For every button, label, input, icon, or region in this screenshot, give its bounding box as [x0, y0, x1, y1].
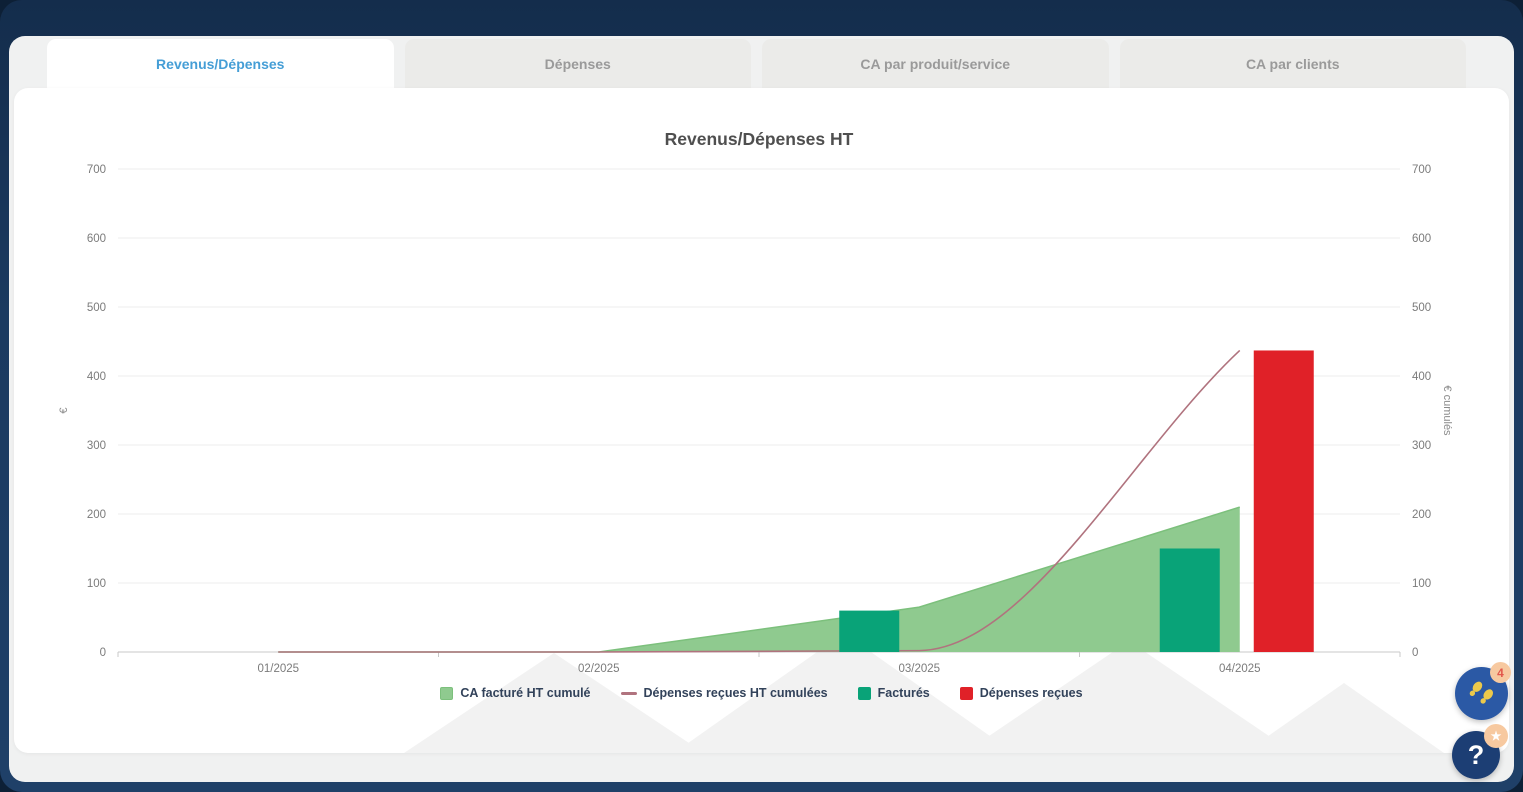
y-axis-right-tick: 0 — [1412, 647, 1418, 659]
bar-04/2025 — [1253, 350, 1314, 652]
tab-revenus-d-penses[interactable]: Revenus/Dépenses — [47, 39, 394, 89]
y-axis-right-tick: 400 — [1412, 371, 1431, 383]
chart-panel: Revenus/Dépenses HT 0 0 100 100 200 200 300 300… — [14, 88, 1509, 753]
help-button[interactable]: ? ★ — [1452, 724, 1508, 779]
legend-label: Dépenses reçues HT cumulées — [643, 686, 828, 700]
dashboard-page: Revenus/Dépenses Dépenses CA par produit/s… — [9, 36, 1514, 782]
y-axis-right-tick: 200 — [1412, 509, 1431, 521]
y-axis-right-title: € cumulés — [1441, 385, 1453, 436]
tab-ca-par-clients[interactable]: CA par clients — [1119, 39, 1466, 89]
legend-label: Dépenses reçues — [979, 686, 1083, 700]
footprints-icon — [1469, 681, 1493, 704]
bar-04/2025 — [1159, 548, 1220, 652]
chart-title: Revenus/Dépenses HT — [665, 129, 854, 149]
y-axis-left-tick: 400 — [87, 371, 106, 383]
footprints-button[interactable]: 4 — [1455, 662, 1511, 720]
chart-legend: CA facturé HT cumulé Dépenses reçues HT c… — [14, 686, 1509, 700]
star-icon: ★ — [1490, 729, 1502, 743]
y-axis-left-tick: 100 — [87, 578, 106, 590]
y-axis-right-tick: 300 — [1412, 440, 1431, 452]
y-axis-left-tick: 200 — [87, 509, 106, 521]
legend-swatch — [857, 686, 871, 700]
x-axis-label: 01/2025 — [257, 663, 299, 675]
star-badge: ★ — [1484, 724, 1508, 748]
y-axis-right-tick: 600 — [1412, 233, 1431, 245]
y-axis-left-title: € — [58, 407, 70, 413]
legend-swatch — [440, 686, 454, 700]
bar-03/2025 — [839, 610, 900, 652]
x-axis-label: 03/2025 — [898, 663, 940, 675]
legend-item-3[interactable]: Dépenses reçues — [959, 686, 1083, 700]
legend-swatch — [959, 686, 973, 700]
y-axis-right-tick: 500 — [1412, 302, 1431, 314]
legend-label: CA facturé HT cumulé — [460, 686, 591, 700]
tab-ca-par-produit-service[interactable]: CA par produit/service — [762, 39, 1109, 89]
y-axis-right-tick: 700 — [1412, 164, 1431, 176]
y-axis-left-tick: 500 — [87, 302, 106, 314]
legend-item-2[interactable]: Facturés — [857, 686, 930, 700]
x-axis-label: 04/2025 — [1219, 663, 1261, 675]
line-series — [278, 349, 1241, 653]
revenue-expenses-chart: Revenus/Dépenses HT 0 0 100 100 200 200 300 300… — [58, 129, 1453, 675]
tab-d-penses[interactable]: Dépenses — [404, 39, 751, 89]
footprints-notification-badge: 4 — [1490, 662, 1511, 683]
chart-tabbar: Revenus/Dépenses Dépenses CA par produit/s… — [47, 39, 1466, 89]
y-axis-left-tick: 300 — [87, 440, 106, 452]
y-axis-right-tick: 100 — [1412, 578, 1431, 590]
legend-item-0[interactable]: CA facturé HT cumulé — [440, 686, 591, 700]
y-axis-left-tick: 700 — [87, 164, 106, 176]
legend-swatch — [620, 691, 637, 695]
y-axis-left-tick: 0 — [100, 647, 106, 659]
y-axis-left-tick: 600 — [87, 233, 106, 245]
area-series — [118, 507, 1240, 652]
legend-item-1[interactable]: Dépenses reçues HT cumulées — [620, 686, 828, 700]
help-question-mark: ? — [1467, 739, 1485, 770]
x-axis-label: 02/2025 — [578, 663, 620, 675]
legend-label: Facturés — [877, 686, 930, 700]
